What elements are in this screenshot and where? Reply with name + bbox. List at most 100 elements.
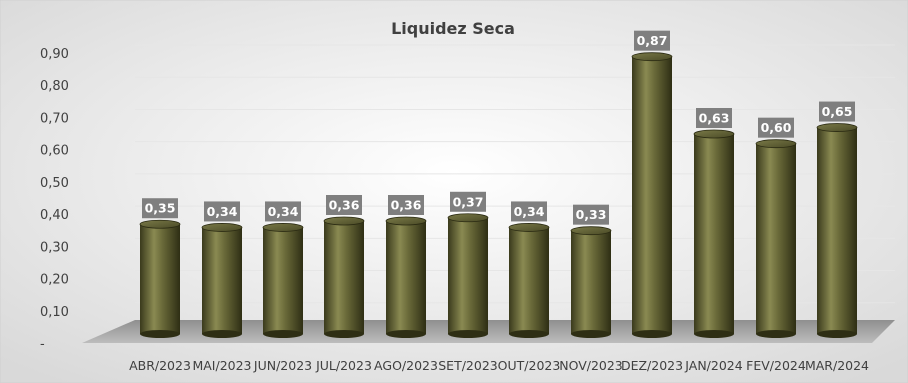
bar <box>509 227 549 334</box>
bar-cap <box>447 213 489 223</box>
bar <box>756 143 796 334</box>
x-tick-label: JAN/2024 <box>684 358 742 373</box>
y-tick-label: 0,50 <box>40 176 69 191</box>
y-tick-label: 0,40 <box>40 208 69 223</box>
bar-group: 0,37 <box>447 191 489 338</box>
data-label: 0,87 <box>637 33 668 48</box>
x-tick-label: SET/2023 <box>438 358 498 373</box>
data-label: 0,65 <box>822 104 853 119</box>
bar-base <box>694 330 734 338</box>
data-label: 0,36 <box>329 198 360 213</box>
data-label-box <box>142 198 178 219</box>
data-label-box <box>511 201 547 222</box>
bar-base <box>509 330 549 338</box>
bar <box>448 217 488 334</box>
data-label-box <box>696 108 732 128</box>
y-axis: - 0,10 0,20 0,30 0,40 0,50 0,60 0,70 0,80 0,90 <box>40 47 69 352</box>
y-tick-label: 0,20 <box>40 273 69 288</box>
bar <box>632 56 672 335</box>
bar-base <box>263 330 303 338</box>
bar-base <box>448 330 488 338</box>
bar-group: 0,63 <box>693 108 735 338</box>
bar-group: 0,33 <box>570 204 612 338</box>
data-label-box <box>265 201 301 222</box>
bar-cap <box>323 216 365 226</box>
x-tick-label: ABR/2023 <box>129 358 191 373</box>
bar <box>324 221 364 334</box>
x-tick-label: AGO/2023 <box>374 358 438 373</box>
data-label: 0,63 <box>699 111 730 126</box>
x-tick-label: JUN/2023 <box>253 358 312 373</box>
x-tick-label: JUL/2023 <box>315 358 372 373</box>
bar-base <box>324 330 364 338</box>
data-label-box <box>326 195 362 215</box>
bar-group: 0,34 <box>262 201 304 338</box>
bar <box>202 227 242 334</box>
bar-group: 0,34 <box>508 201 550 338</box>
bar <box>694 134 734 334</box>
bar <box>140 224 180 334</box>
bar-group: 0,35 <box>139 198 181 338</box>
bar-cap <box>631 52 673 62</box>
bar-base <box>756 330 796 338</box>
data-label-box <box>634 30 670 51</box>
bar-group: 0,65 <box>816 101 858 338</box>
x-tick-label: FEV/2024 <box>746 358 806 373</box>
data-label-box <box>758 117 794 138</box>
data-label: 0,35 <box>145 201 176 216</box>
data-label: 0,37 <box>453 194 484 209</box>
data-label-box <box>819 101 855 122</box>
bar-cap <box>139 219 181 229</box>
chart-title: Liquidez Seca <box>391 19 515 38</box>
bar-group: 0,36 <box>385 195 427 338</box>
y-tick-label: 0,70 <box>40 111 69 126</box>
x-tick-label: NOV/2023 <box>559 358 623 373</box>
bar <box>263 227 303 334</box>
x-tick-label: MAR/2024 <box>805 358 869 373</box>
bar <box>817 127 857 334</box>
bar <box>386 221 426 334</box>
bar <box>571 230 611 334</box>
data-label: 0,36 <box>391 198 422 213</box>
bar-base <box>386 330 426 338</box>
data-label-box <box>204 201 240 222</box>
y-tick-label: 0,80 <box>40 79 69 94</box>
data-label-box <box>573 204 609 225</box>
bar-cap <box>508 223 550 232</box>
data-label: 0,34 <box>268 204 299 219</box>
y-tick-label: - <box>40 337 45 352</box>
data-label: 0,33 <box>576 207 607 222</box>
bar-base <box>202 330 242 338</box>
bar-cap <box>385 216 427 226</box>
data-label-box <box>450 191 486 212</box>
data-label-box <box>388 195 424 215</box>
bar-base <box>140 330 180 338</box>
bar-group: 0,60 <box>755 117 797 338</box>
x-tick-label: MAI/2023 <box>192 358 251 373</box>
y-tick-label: 0,60 <box>40 144 69 159</box>
bar-base <box>632 330 672 338</box>
y-tick-label: 0,10 <box>40 305 69 320</box>
bar-cap <box>570 226 612 236</box>
bar-cap <box>693 129 735 139</box>
bars: 0,35 0,34 0,34 0,36 0,36 0,37 0,34 0,33 0,87 0,63… <box>139 30 858 338</box>
x-tick-label: OUT/2023 <box>498 358 561 373</box>
bar-group: 0,36 <box>323 195 365 338</box>
x-tick-label: DEZ/2023 <box>621 358 683 373</box>
bar-cap <box>201 223 243 232</box>
y-tick-label: 0,90 <box>40 47 69 62</box>
x-axis: ABR/2023 MAI/2023 JUN/2023 JUL/2023 AGO/2023… <box>129 358 869 373</box>
y-tick-label: 0,30 <box>40 240 69 255</box>
data-label: 0,34 <box>207 204 238 219</box>
data-label: 0,34 <box>514 204 545 219</box>
bar-cap <box>816 123 858 132</box>
data-label: 0,60 <box>761 120 792 135</box>
bar-base <box>571 330 611 338</box>
bar-group: 0,34 <box>201 201 243 338</box>
bar-base <box>817 330 857 338</box>
bar-cap <box>262 223 304 232</box>
bar-cap <box>755 139 797 149</box>
bar-group: 0,87 <box>631 30 673 338</box>
